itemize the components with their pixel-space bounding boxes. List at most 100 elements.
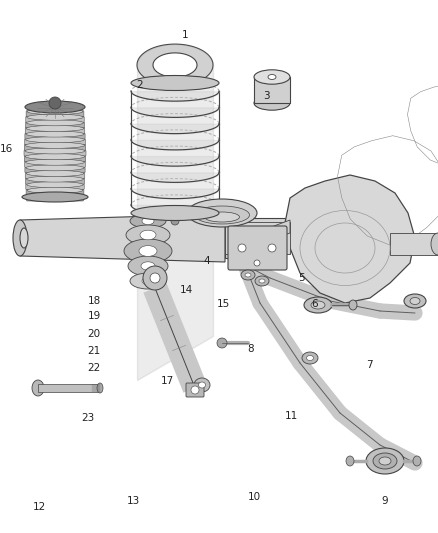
Ellipse shape <box>26 131 84 137</box>
Ellipse shape <box>413 456 421 466</box>
FancyBboxPatch shape <box>26 189 84 196</box>
Ellipse shape <box>25 154 85 159</box>
Ellipse shape <box>26 165 84 171</box>
Text: 21: 21 <box>88 346 101 356</box>
Text: 2: 2 <box>136 80 142 90</box>
Ellipse shape <box>302 352 318 364</box>
FancyBboxPatch shape <box>254 77 290 103</box>
Ellipse shape <box>194 378 210 392</box>
Ellipse shape <box>26 171 84 176</box>
Text: 15: 15 <box>217 299 230 309</box>
Text: 20: 20 <box>88 329 101 339</box>
Text: 1: 1 <box>182 30 188 39</box>
Text: 16: 16 <box>0 144 13 154</box>
Ellipse shape <box>131 206 219 221</box>
Ellipse shape <box>140 230 156 240</box>
Ellipse shape <box>25 159 85 165</box>
FancyBboxPatch shape <box>25 122 85 128</box>
Ellipse shape <box>25 142 85 148</box>
Ellipse shape <box>373 453 397 469</box>
Ellipse shape <box>304 297 332 313</box>
FancyBboxPatch shape <box>25 127 85 133</box>
Ellipse shape <box>142 217 154 224</box>
Ellipse shape <box>27 176 84 182</box>
Ellipse shape <box>268 75 276 79</box>
Ellipse shape <box>124 239 172 263</box>
Ellipse shape <box>25 136 85 143</box>
Ellipse shape <box>26 125 84 132</box>
FancyBboxPatch shape <box>26 116 84 122</box>
FancyBboxPatch shape <box>225 222 290 254</box>
FancyBboxPatch shape <box>25 139 85 145</box>
FancyBboxPatch shape <box>25 133 85 139</box>
Ellipse shape <box>307 356 314 360</box>
Ellipse shape <box>255 276 269 286</box>
Ellipse shape <box>311 301 325 309</box>
Polygon shape <box>153 53 197 77</box>
Ellipse shape <box>27 114 83 120</box>
Ellipse shape <box>142 277 154 285</box>
Ellipse shape <box>13 220 27 256</box>
FancyBboxPatch shape <box>390 233 438 255</box>
Ellipse shape <box>126 225 170 245</box>
Ellipse shape <box>431 233 438 255</box>
FancyBboxPatch shape <box>25 167 85 173</box>
Ellipse shape <box>97 383 103 393</box>
FancyBboxPatch shape <box>26 195 84 201</box>
FancyBboxPatch shape <box>24 144 86 150</box>
Circle shape <box>143 266 167 290</box>
Ellipse shape <box>254 70 290 84</box>
Ellipse shape <box>245 273 251 277</box>
Ellipse shape <box>139 246 157 256</box>
Text: 8: 8 <box>247 344 254 354</box>
Circle shape <box>238 244 246 252</box>
Text: 22: 22 <box>88 363 101 373</box>
Text: 17: 17 <box>161 376 174 386</box>
Text: 5: 5 <box>298 273 304 283</box>
Text: 19: 19 <box>88 311 101 321</box>
FancyBboxPatch shape <box>26 110 84 117</box>
Polygon shape <box>20 214 225 262</box>
Ellipse shape <box>241 270 255 280</box>
Polygon shape <box>285 175 415 303</box>
Ellipse shape <box>254 96 290 110</box>
FancyBboxPatch shape <box>38 384 100 392</box>
FancyBboxPatch shape <box>225 218 285 258</box>
FancyBboxPatch shape <box>25 161 85 167</box>
FancyBboxPatch shape <box>26 184 84 190</box>
Circle shape <box>49 97 61 109</box>
FancyBboxPatch shape <box>186 383 204 397</box>
Circle shape <box>150 273 160 283</box>
Ellipse shape <box>404 294 426 308</box>
Polygon shape <box>230 220 290 245</box>
FancyBboxPatch shape <box>24 150 86 156</box>
FancyBboxPatch shape <box>25 178 85 184</box>
FancyBboxPatch shape <box>228 226 287 270</box>
Ellipse shape <box>28 193 83 199</box>
Text: 18: 18 <box>88 296 101 306</box>
Ellipse shape <box>27 182 83 188</box>
Ellipse shape <box>25 148 85 154</box>
Circle shape <box>217 338 227 348</box>
Ellipse shape <box>410 297 420 304</box>
Ellipse shape <box>131 76 219 91</box>
Text: 9: 9 <box>381 496 388 506</box>
Ellipse shape <box>141 262 155 270</box>
Ellipse shape <box>349 300 357 310</box>
Ellipse shape <box>25 101 85 113</box>
Ellipse shape <box>379 457 391 465</box>
Ellipse shape <box>366 448 404 474</box>
Text: 23: 23 <box>81 414 94 423</box>
Text: 7: 7 <box>366 360 372 370</box>
Ellipse shape <box>346 456 354 466</box>
Text: 10: 10 <box>247 492 261 502</box>
Text: 3: 3 <box>263 91 269 101</box>
Ellipse shape <box>128 256 168 276</box>
Ellipse shape <box>27 109 83 115</box>
Text: 11: 11 <box>285 411 298 421</box>
FancyBboxPatch shape <box>25 173 85 179</box>
Ellipse shape <box>194 206 250 224</box>
Text: 6: 6 <box>311 299 318 309</box>
Ellipse shape <box>205 212 240 222</box>
Text: 4: 4 <box>204 256 210 266</box>
